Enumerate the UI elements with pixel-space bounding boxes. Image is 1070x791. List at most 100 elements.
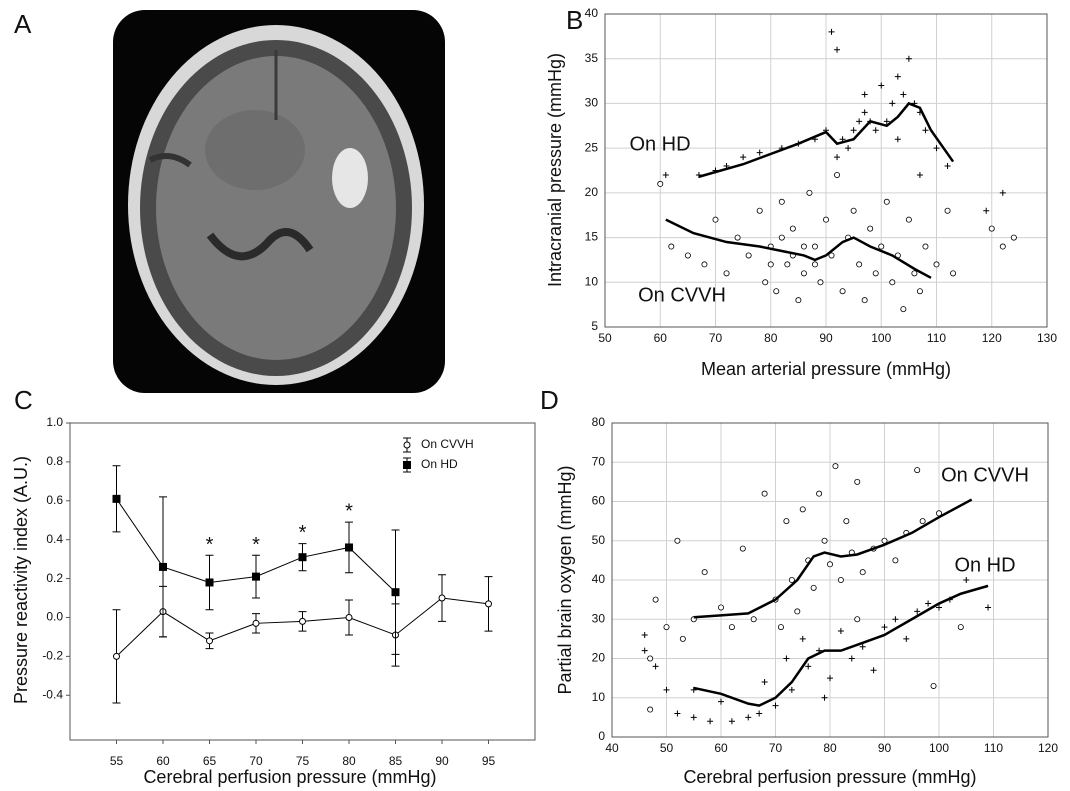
trend-line xyxy=(666,220,931,278)
point xyxy=(818,280,823,285)
point xyxy=(669,244,674,249)
panel-label: C xyxy=(14,385,33,415)
x-tick-label: 120 xyxy=(1038,741,1058,755)
point xyxy=(778,625,783,630)
y-axis-label: Intracranial pressure (mmHg) xyxy=(545,53,565,287)
point xyxy=(920,519,925,524)
y-tick-label: 80 xyxy=(592,415,606,429)
point xyxy=(768,262,773,267)
y-tick-label: 60 xyxy=(592,494,606,508)
point xyxy=(785,262,790,267)
point xyxy=(838,628,844,634)
point xyxy=(207,638,213,644)
point xyxy=(923,244,928,249)
y-tick-label: -0.4 xyxy=(42,687,63,701)
x-tick-label: 110 xyxy=(984,741,1003,755)
point xyxy=(860,570,865,575)
point xyxy=(663,172,669,178)
point xyxy=(800,636,806,642)
y-axis-label: Pressure reactivity index (A.U.) xyxy=(11,456,31,704)
point xyxy=(807,190,812,195)
x-tick-label: 55 xyxy=(110,754,124,768)
x-tick-label: 80 xyxy=(823,741,837,755)
x-axis-label: Cerebral perfusion pressure (mmHg) xyxy=(143,767,436,787)
point xyxy=(642,632,648,638)
significance-mark: * xyxy=(299,522,307,544)
panel-label: A xyxy=(14,9,32,39)
point xyxy=(903,636,909,642)
y-tick-label: 50 xyxy=(592,533,606,547)
point xyxy=(823,217,828,222)
series-label: On CVVH xyxy=(638,284,726,306)
point xyxy=(873,127,879,133)
point xyxy=(735,235,740,240)
y-tick-label: 30 xyxy=(592,611,606,625)
y-tick-label: 0.4 xyxy=(46,532,63,546)
point xyxy=(989,226,994,231)
legend-label: On HD xyxy=(421,457,458,471)
x-axis-label: Cerebral perfusion pressure (mmHg) xyxy=(683,767,976,787)
point xyxy=(868,226,873,231)
point xyxy=(878,83,884,89)
point xyxy=(849,656,855,662)
trend-line xyxy=(694,586,988,706)
point xyxy=(702,570,707,575)
point xyxy=(762,491,767,496)
point xyxy=(834,172,839,177)
point xyxy=(790,226,795,231)
point xyxy=(983,208,989,214)
x-tick-label: 130 xyxy=(1037,331,1057,345)
point xyxy=(906,56,912,62)
point xyxy=(784,519,789,524)
point xyxy=(917,289,922,294)
point xyxy=(862,298,867,303)
point xyxy=(879,244,884,249)
point xyxy=(299,553,307,561)
point xyxy=(653,597,658,602)
point xyxy=(827,675,833,681)
point xyxy=(439,595,445,601)
point xyxy=(740,154,746,160)
point xyxy=(300,618,306,624)
point xyxy=(963,577,969,583)
point xyxy=(900,91,906,97)
point xyxy=(840,289,845,294)
point xyxy=(774,289,779,294)
y-tick-label: 0.6 xyxy=(46,493,63,507)
point xyxy=(1011,235,1016,240)
legend-symbol xyxy=(403,461,411,469)
point xyxy=(856,118,862,124)
plot-frame xyxy=(70,423,535,740)
y-tick-label: 15 xyxy=(585,230,599,244)
point xyxy=(114,653,120,659)
point xyxy=(833,464,838,469)
point xyxy=(724,271,729,276)
point xyxy=(822,695,828,701)
point xyxy=(862,109,868,115)
point xyxy=(812,244,817,249)
point xyxy=(889,100,895,106)
point xyxy=(718,699,724,705)
y-tick-label: 0.0 xyxy=(46,610,63,624)
x-tick-label: 90 xyxy=(435,754,449,768)
legend-label: On CVVH xyxy=(421,437,474,451)
point xyxy=(873,271,878,276)
point xyxy=(253,620,259,626)
point xyxy=(159,563,167,571)
y-tick-label: 30 xyxy=(585,96,599,110)
series-label: On CVVH xyxy=(941,464,1029,486)
point xyxy=(762,679,768,685)
point xyxy=(729,625,734,630)
point xyxy=(707,718,713,724)
x-tick-label: 95 xyxy=(482,754,496,768)
point xyxy=(985,604,991,610)
y-tick-label: 1.0 xyxy=(46,415,63,429)
x-tick-label: 80 xyxy=(764,331,778,345)
y-tick-label: 5 xyxy=(591,319,598,333)
y-tick-label: 35 xyxy=(585,51,599,65)
point xyxy=(779,235,784,240)
point xyxy=(857,262,862,267)
point xyxy=(746,253,751,258)
y-tick-label: 25 xyxy=(585,140,599,154)
